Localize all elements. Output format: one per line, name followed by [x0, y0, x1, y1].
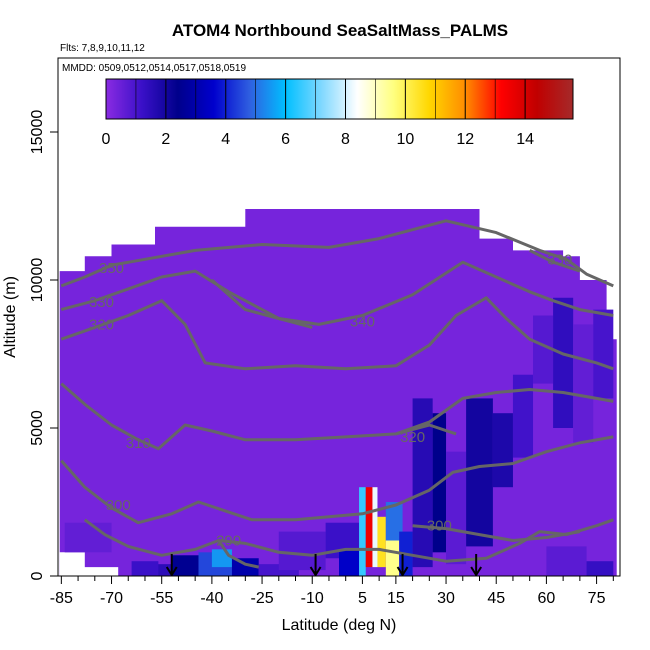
x-tick-label: -70 [100, 590, 123, 607]
x-tick-label: 30 [437, 590, 455, 607]
flights-subtitle: Flts: 7,8,9,10,11,12 [60, 43, 145, 54]
y-tick-label: 0 [29, 571, 46, 580]
x-tick-label: 45 [487, 590, 505, 607]
y-tick-label: 5000 [29, 410, 46, 446]
y-axis-label: Altitude (m) [2, 276, 19, 358]
x-tick-label: -40 [200, 590, 223, 607]
contour-label: 320 [89, 316, 114, 333]
heatmap-cell [339, 549, 360, 576]
down-arrow-icon [309, 554, 322, 576]
heatmap-cell [512, 374, 534, 458]
colorbar-tick-label: 0 [102, 131, 111, 148]
contour-line [210, 278, 313, 329]
colorbar-bar [105, 78, 574, 120]
heatmap-cell [553, 297, 574, 428]
dates-subtitle: MMDD: 0509,0512,0514,0517,0518,0519 [62, 63, 246, 74]
heatmap-cell [211, 549, 232, 568]
contour-label: 340 [350, 313, 375, 330]
x-tick-label: 75 [588, 590, 606, 607]
colorbar-tick-label: 10 [396, 131, 414, 148]
y-axis: 0 5000 10000 15000 [29, 110, 58, 580]
colorbar-tick-label: 14 [516, 131, 534, 148]
contour-line [83, 518, 614, 563]
heatmap-cell [278, 531, 326, 571]
contour-label: 350 [99, 260, 124, 277]
heatmap-cell [593, 309, 614, 399]
contour-label: 310 [126, 435, 151, 452]
down-arrow-icon [396, 554, 409, 576]
contour-line [60, 260, 614, 326]
x-axis: -85 -70 -55 -40 -25 -10 5 15 30 45 60 75 [50, 576, 614, 607]
down-arrow-icon [470, 554, 483, 576]
contour-line [60, 435, 614, 525]
x-tick-label: -25 [250, 590, 273, 607]
heatmap-cell [231, 558, 259, 576]
colorbar-tick-label: 6 [281, 131, 290, 148]
heatmap-cell [466, 398, 493, 547]
contour-line [60, 296, 614, 371]
x-tick-label: 60 [538, 590, 556, 607]
contour-label: 320 [400, 429, 425, 446]
heatmap-cell [385, 502, 403, 541]
heatmap-cell [171, 555, 199, 576]
contour-label: 330 [547, 251, 572, 268]
y-tick-label: 10000 [29, 258, 46, 303]
x-tick-label: 15 [387, 590, 405, 607]
contour-line [412, 524, 581, 542]
heatmap-cell [385, 540, 400, 576]
y-tick-label: 15000 [29, 110, 46, 155]
heatmap-cell [359, 487, 366, 576]
colorbar-tick-label: 2 [161, 131, 170, 148]
heatmap-cell [64, 522, 112, 553]
x-tick-label: 5 [358, 590, 367, 607]
colorbar-tick-label: 12 [456, 131, 474, 148]
heatmap-cell [365, 487, 373, 568]
x-tick-label: -55 [150, 590, 173, 607]
heatmap-cell [446, 451, 467, 565]
colorbar-tick-label: 4 [221, 131, 230, 148]
heatmap-cell [131, 561, 159, 576]
x-tick-label: -10 [301, 590, 324, 607]
x-axis-label: Latitude (deg N) [282, 617, 397, 634]
contour-line [395, 423, 457, 436]
down-arrow-icon [165, 554, 178, 576]
heatmap-cell [377, 516, 386, 568]
heatmap-cell [492, 413, 513, 488]
heatmap-cell [546, 546, 587, 576]
contour-line [60, 382, 614, 451]
x-tick-label: -85 [50, 590, 73, 607]
contour-label: 300 [106, 497, 131, 514]
heatmap-cell [151, 564, 179, 576]
contour-label: 330 [89, 294, 114, 311]
chart-title: ATOM4 Northbound SeaSaltMass_PALMS [172, 21, 508, 40]
missing-region [59, 552, 119, 576]
contour-line [60, 219, 614, 288]
heatmap-cell [586, 561, 614, 576]
heatmap-cell [533, 315, 554, 384]
colorbar-tick-label: 8 [341, 131, 350, 148]
heatmap-cell [372, 487, 378, 568]
contour-label: 300 [427, 518, 452, 535]
contour-line [217, 539, 260, 569]
plot-frame [57, 57, 621, 577]
contour-line [529, 249, 581, 273]
colorbar: 0 2 4 6 8 10 12 14 [102, 78, 574, 148]
heatmap-cell [573, 324, 594, 443]
